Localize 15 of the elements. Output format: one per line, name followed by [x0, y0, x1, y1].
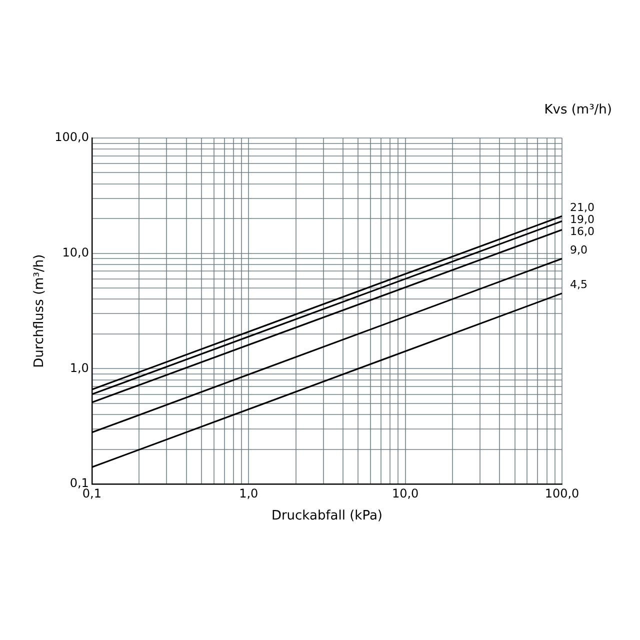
legend-title: Kvs (m³/h)	[544, 102, 612, 118]
series-label: 21,0	[570, 201, 594, 214]
x-tick-label: 100,0	[544, 486, 580, 500]
x-tick-label: 10,0	[392, 486, 419, 500]
y-axis-title: Durchfluss (m³/h)	[32, 254, 48, 368]
y-tick-label: 10,0	[62, 245, 89, 260]
series-label: 16,0	[570, 225, 594, 238]
series-label: 19,0	[570, 213, 594, 226]
x-tick-label: 1,0	[239, 486, 258, 500]
series-label: 9,0	[570, 243, 588, 256]
series-label: 4,5	[570, 278, 588, 292]
x-axis-title: Druckabfall (kPa)	[271, 508, 383, 524]
y-tick-label: 1,0	[70, 360, 89, 375]
y-tick-label: 100,0	[54, 130, 89, 144]
x-tick-label: 0,1	[82, 486, 102, 500]
